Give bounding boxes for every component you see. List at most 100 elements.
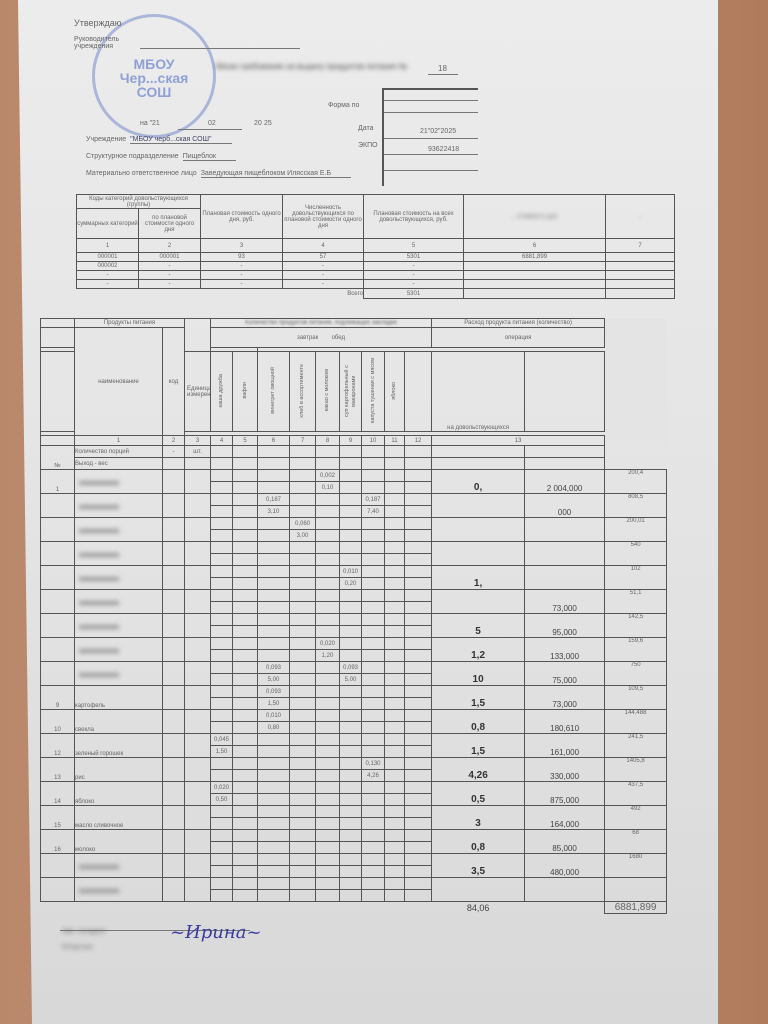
row-number	[40, 637, 75, 662]
product-name: зеленый горошек	[74, 733, 163, 758]
expense-qty: 3	[431, 805, 526, 830]
price: 73,000	[524, 685, 606, 710]
column-number: 6	[463, 238, 607, 253]
product-row: 0,093 0,093 10 75,000 750	[40, 661, 668, 686]
product-row	[40, 877, 668, 902]
quantity-value: 0,020	[210, 781, 233, 794]
quantity-value: 0,020	[315, 637, 340, 650]
unit-row: Структурное подразделение Пищеблок	[86, 153, 236, 161]
product-row: 9 картофель 0,093 1,5 73,000 109,5	[40, 685, 668, 710]
sum: 241,5	[604, 733, 668, 758]
head-label: Руководитель учреждения	[74, 36, 120, 50]
product-row: 16 молоко 0,8 85,000 68	[40, 829, 668, 854]
quantity-value: 0,093	[257, 685, 290, 698]
expense-qty: 0,	[431, 469, 526, 494]
quantity-value: 0,187	[361, 493, 385, 506]
dish-header: вафли	[241, 382, 248, 399]
date-year: 25	[264, 120, 272, 127]
row-number: 15	[40, 805, 75, 830]
row-number: 13	[40, 757, 75, 782]
sum: 437,5	[604, 781, 668, 806]
row-number	[40, 661, 75, 686]
quantity-value: 0,010	[339, 565, 362, 578]
responsible-row: Материально ответственное лицо Заведующа…	[86, 170, 352, 178]
row-number: 14	[40, 781, 75, 806]
column-number: 3	[184, 435, 211, 446]
dish-header: яблоко	[391, 381, 397, 400]
categories-total: 5301	[363, 288, 465, 299]
quantity-value: 0,50	[210, 793, 233, 806]
expense-qty: 3,5	[431, 853, 526, 878]
price: 95,000	[524, 613, 606, 638]
category-row: -----	[76, 279, 676, 289]
product-row: 0,060 200,01	[40, 517, 668, 542]
price: 164,000	[524, 805, 606, 830]
product-name: молоко	[74, 829, 163, 854]
product-row: 1,50	[41, 697, 667, 710]
product-row: 0,187 0,187 000 808,5	[40, 493, 668, 518]
expense-qty: 1,5	[431, 733, 526, 758]
product-row: 0,010 1, 102	[40, 565, 668, 590]
dish-header: хлеб в ассортименте	[299, 363, 305, 418]
product-name	[74, 661, 163, 686]
column-number: 2	[137, 238, 202, 253]
product-row: 12 зеленый горошек 0,045 1,5 161,000 241,5	[40, 733, 668, 758]
sum: 750	[604, 661, 668, 686]
row-number: 10	[40, 709, 75, 734]
sum: 109,5	[604, 685, 668, 710]
sum: 200,4	[604, 469, 668, 494]
column-number: 1	[74, 435, 163, 446]
approve-label: Утверждаю	[74, 18, 122, 28]
quantity-value: 3,00	[289, 529, 316, 542]
institution-value: "МБОУ черб...ская СОШ"	[130, 136, 232, 144]
quantity-value: 0,10	[315, 481, 340, 494]
product-name	[74, 853, 163, 878]
sum: 68	[604, 829, 668, 854]
expense-qty: 1,2	[431, 637, 526, 662]
price: 2 004,000	[524, 469, 606, 494]
row-number	[40, 613, 75, 638]
expense-qty	[431, 541, 526, 566]
column-number: 7	[289, 435, 316, 446]
product-name	[74, 469, 163, 494]
expense-qty	[431, 517, 526, 542]
expense-qty	[431, 877, 526, 902]
column-number: 6	[257, 435, 290, 446]
price: 73,000	[524, 589, 606, 614]
column-number: 9	[339, 435, 362, 446]
stamp: МБОУ Чер...ская СОШ	[92, 14, 216, 138]
sum: 51,1	[604, 589, 668, 614]
dish-header: каша дружба	[218, 373, 224, 408]
column-number: 1	[76, 238, 139, 253]
quantity-value: 0,010	[257, 709, 290, 722]
row-number	[40, 517, 75, 542]
row-number	[40, 877, 75, 902]
row-number	[40, 565, 75, 590]
sum: 492	[604, 805, 668, 830]
price: 85,000	[524, 829, 606, 854]
doc-title: Меню-требование на выдачу продуктов пита…	[216, 62, 408, 71]
column-number: 4	[282, 238, 365, 253]
product-name	[74, 589, 163, 614]
expense-qty: 1,5	[431, 685, 526, 710]
sum: 1405,8	[604, 757, 668, 782]
product-row	[41, 625, 667, 638]
row-number: 1	[40, 469, 75, 494]
product-row	[41, 817, 667, 830]
date-value: 21"02"2025	[420, 128, 457, 135]
column-number: 4	[210, 435, 233, 446]
product-name	[74, 613, 163, 638]
sum: 1680	[604, 853, 668, 878]
product-name: свекла	[74, 709, 163, 734]
category-row: -----	[76, 270, 676, 280]
quantity-value: 0,060	[289, 517, 316, 530]
price: 480,000	[524, 853, 606, 878]
total-sum: 6881,899	[604, 901, 668, 914]
expense-qty: 0,8	[431, 709, 526, 734]
product-row: 1,20	[41, 649, 667, 662]
row-number	[40, 853, 75, 878]
product-row: 5 95,000 142,5	[40, 613, 668, 638]
product-row	[41, 553, 667, 566]
expense-qty: 0,5	[431, 781, 526, 806]
quantity-value: 3,10	[257, 505, 290, 518]
